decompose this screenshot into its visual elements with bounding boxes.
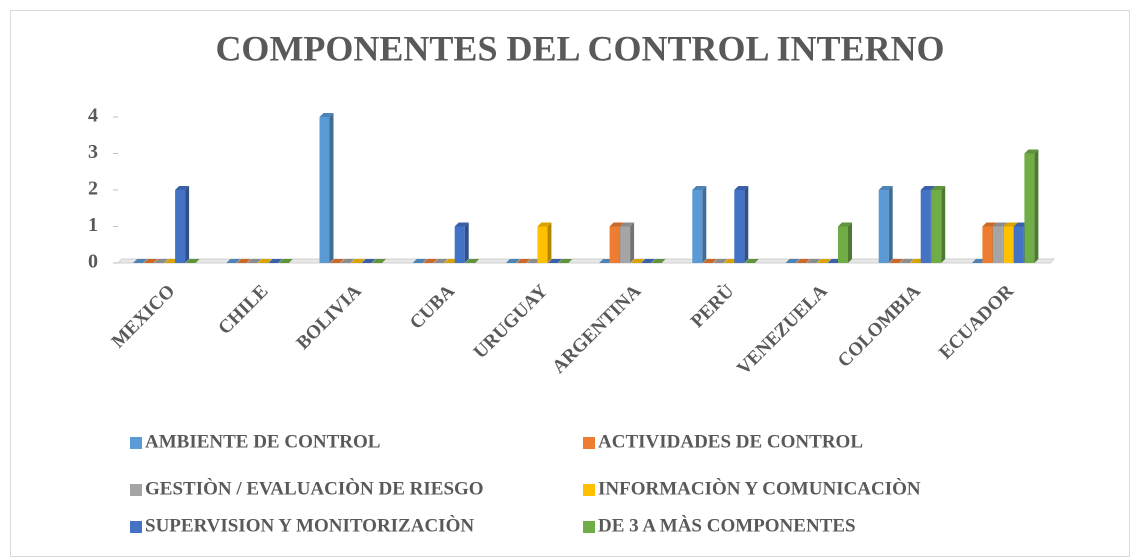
bar (454, 226, 465, 263)
bar-top (796, 259, 810, 263)
bar-side (702, 186, 707, 263)
bar (734, 190, 745, 263)
bar-top (154, 259, 169, 263)
bar-top (257, 259, 272, 263)
bar-top (899, 259, 914, 263)
bar-top (465, 259, 480, 263)
y-tick-label: 2 (88, 178, 98, 200)
bar-top (516, 259, 531, 263)
bar-side (464, 222, 469, 263)
bar-top (319, 113, 334, 117)
bar-top (806, 259, 821, 263)
bar (1024, 153, 1035, 263)
bar-side (848, 222, 852, 263)
y-tick-label: 1 (88, 214, 98, 236)
bar-top (226, 259, 241, 263)
bar-top (734, 186, 749, 190)
bar-top (992, 222, 1007, 227)
bar-top (641, 259, 656, 263)
bar-top (278, 259, 293, 263)
bar-side (941, 186, 946, 263)
bar (620, 226, 631, 263)
bar-top (713, 259, 728, 263)
bar-top (412, 259, 427, 263)
legend-label: GESTIÒN / EVALUACIÒN DE RIESGO (145, 477, 484, 499)
legend-swatch (583, 484, 595, 496)
bar-top (423, 259, 438, 263)
bar-top (537, 222, 552, 227)
legend-label: INFORMACIÒN Y COMUNICACIÒN (598, 477, 921, 499)
bar (1013, 226, 1024, 263)
bar-side (329, 113, 334, 263)
bar-top (547, 259, 562, 263)
bar (537, 226, 548, 263)
legend-swatch (130, 521, 142, 533)
bar-top (268, 259, 283, 263)
bar-top (620, 222, 635, 227)
legend-label: SUPERVISION Y MONITORIZACIÒN (145, 514, 474, 536)
bar-top (433, 259, 448, 263)
bar-side (185, 186, 190, 263)
bar-top (454, 222, 469, 227)
bar-top (817, 259, 831, 263)
bar (931, 190, 942, 263)
bar-top (838, 222, 852, 227)
bar-top (175, 186, 190, 190)
bar (319, 117, 330, 263)
legend-swatch (130, 484, 142, 496)
bar-top (505, 259, 520, 263)
bar-side (1034, 149, 1039, 263)
legend-label: DE 3 A MÀS COMPONENTES (598, 514, 856, 536)
legend-label: ACTIVIDADES DE CONTROL (598, 431, 863, 452)
legend-swatch (130, 437, 142, 449)
bar-top (247, 259, 262, 263)
chart-title: COMPONENTES DEL CONTROL INTERNO (215, 28, 944, 68)
bar-top (931, 186, 946, 190)
bar-top (889, 259, 904, 263)
y-tick-label: 3 (88, 141, 98, 163)
bar-side (547, 222, 552, 263)
bar-top (920, 186, 935, 190)
bar-top (351, 259, 365, 263)
bar-top (1024, 149, 1039, 154)
bar-top (330, 259, 344, 263)
bar (692, 190, 703, 263)
bar-top (702, 259, 717, 263)
bar (1003, 226, 1014, 263)
bar-top (982, 222, 997, 227)
y-tick-label: 4 (88, 105, 98, 127)
bar-side (744, 186, 749, 263)
legend-swatch (583, 437, 595, 449)
legend-label: AMBIENTE DE CONTROL (145, 431, 380, 452)
bar-side (630, 222, 635, 263)
bar-top (630, 259, 645, 263)
chart-border (10, 10, 1130, 557)
bar (175, 190, 186, 263)
bar (878, 190, 889, 263)
bar-top (785, 259, 800, 263)
bar-top (143, 259, 158, 263)
bar (609, 226, 620, 263)
bar-top (609, 222, 624, 227)
bar-top (692, 186, 707, 190)
bar-top (651, 259, 666, 263)
bar (982, 226, 993, 263)
bar-top (340, 259, 355, 263)
bar-top (185, 259, 200, 263)
y-tick-label: 0 (88, 251, 98, 273)
legend-swatch (583, 521, 595, 533)
bar-top (558, 259, 573, 263)
bar-top (878, 186, 893, 190)
bar-top (372, 259, 386, 263)
bar-top (744, 259, 759, 263)
bar (838, 226, 848, 263)
bar-top (236, 259, 251, 263)
bar-top (1003, 222, 1018, 227)
bar-top (361, 259, 376, 263)
bar-side (888, 186, 893, 263)
bar-top (133, 259, 148, 263)
bar (992, 226, 1003, 263)
bar (920, 190, 931, 263)
